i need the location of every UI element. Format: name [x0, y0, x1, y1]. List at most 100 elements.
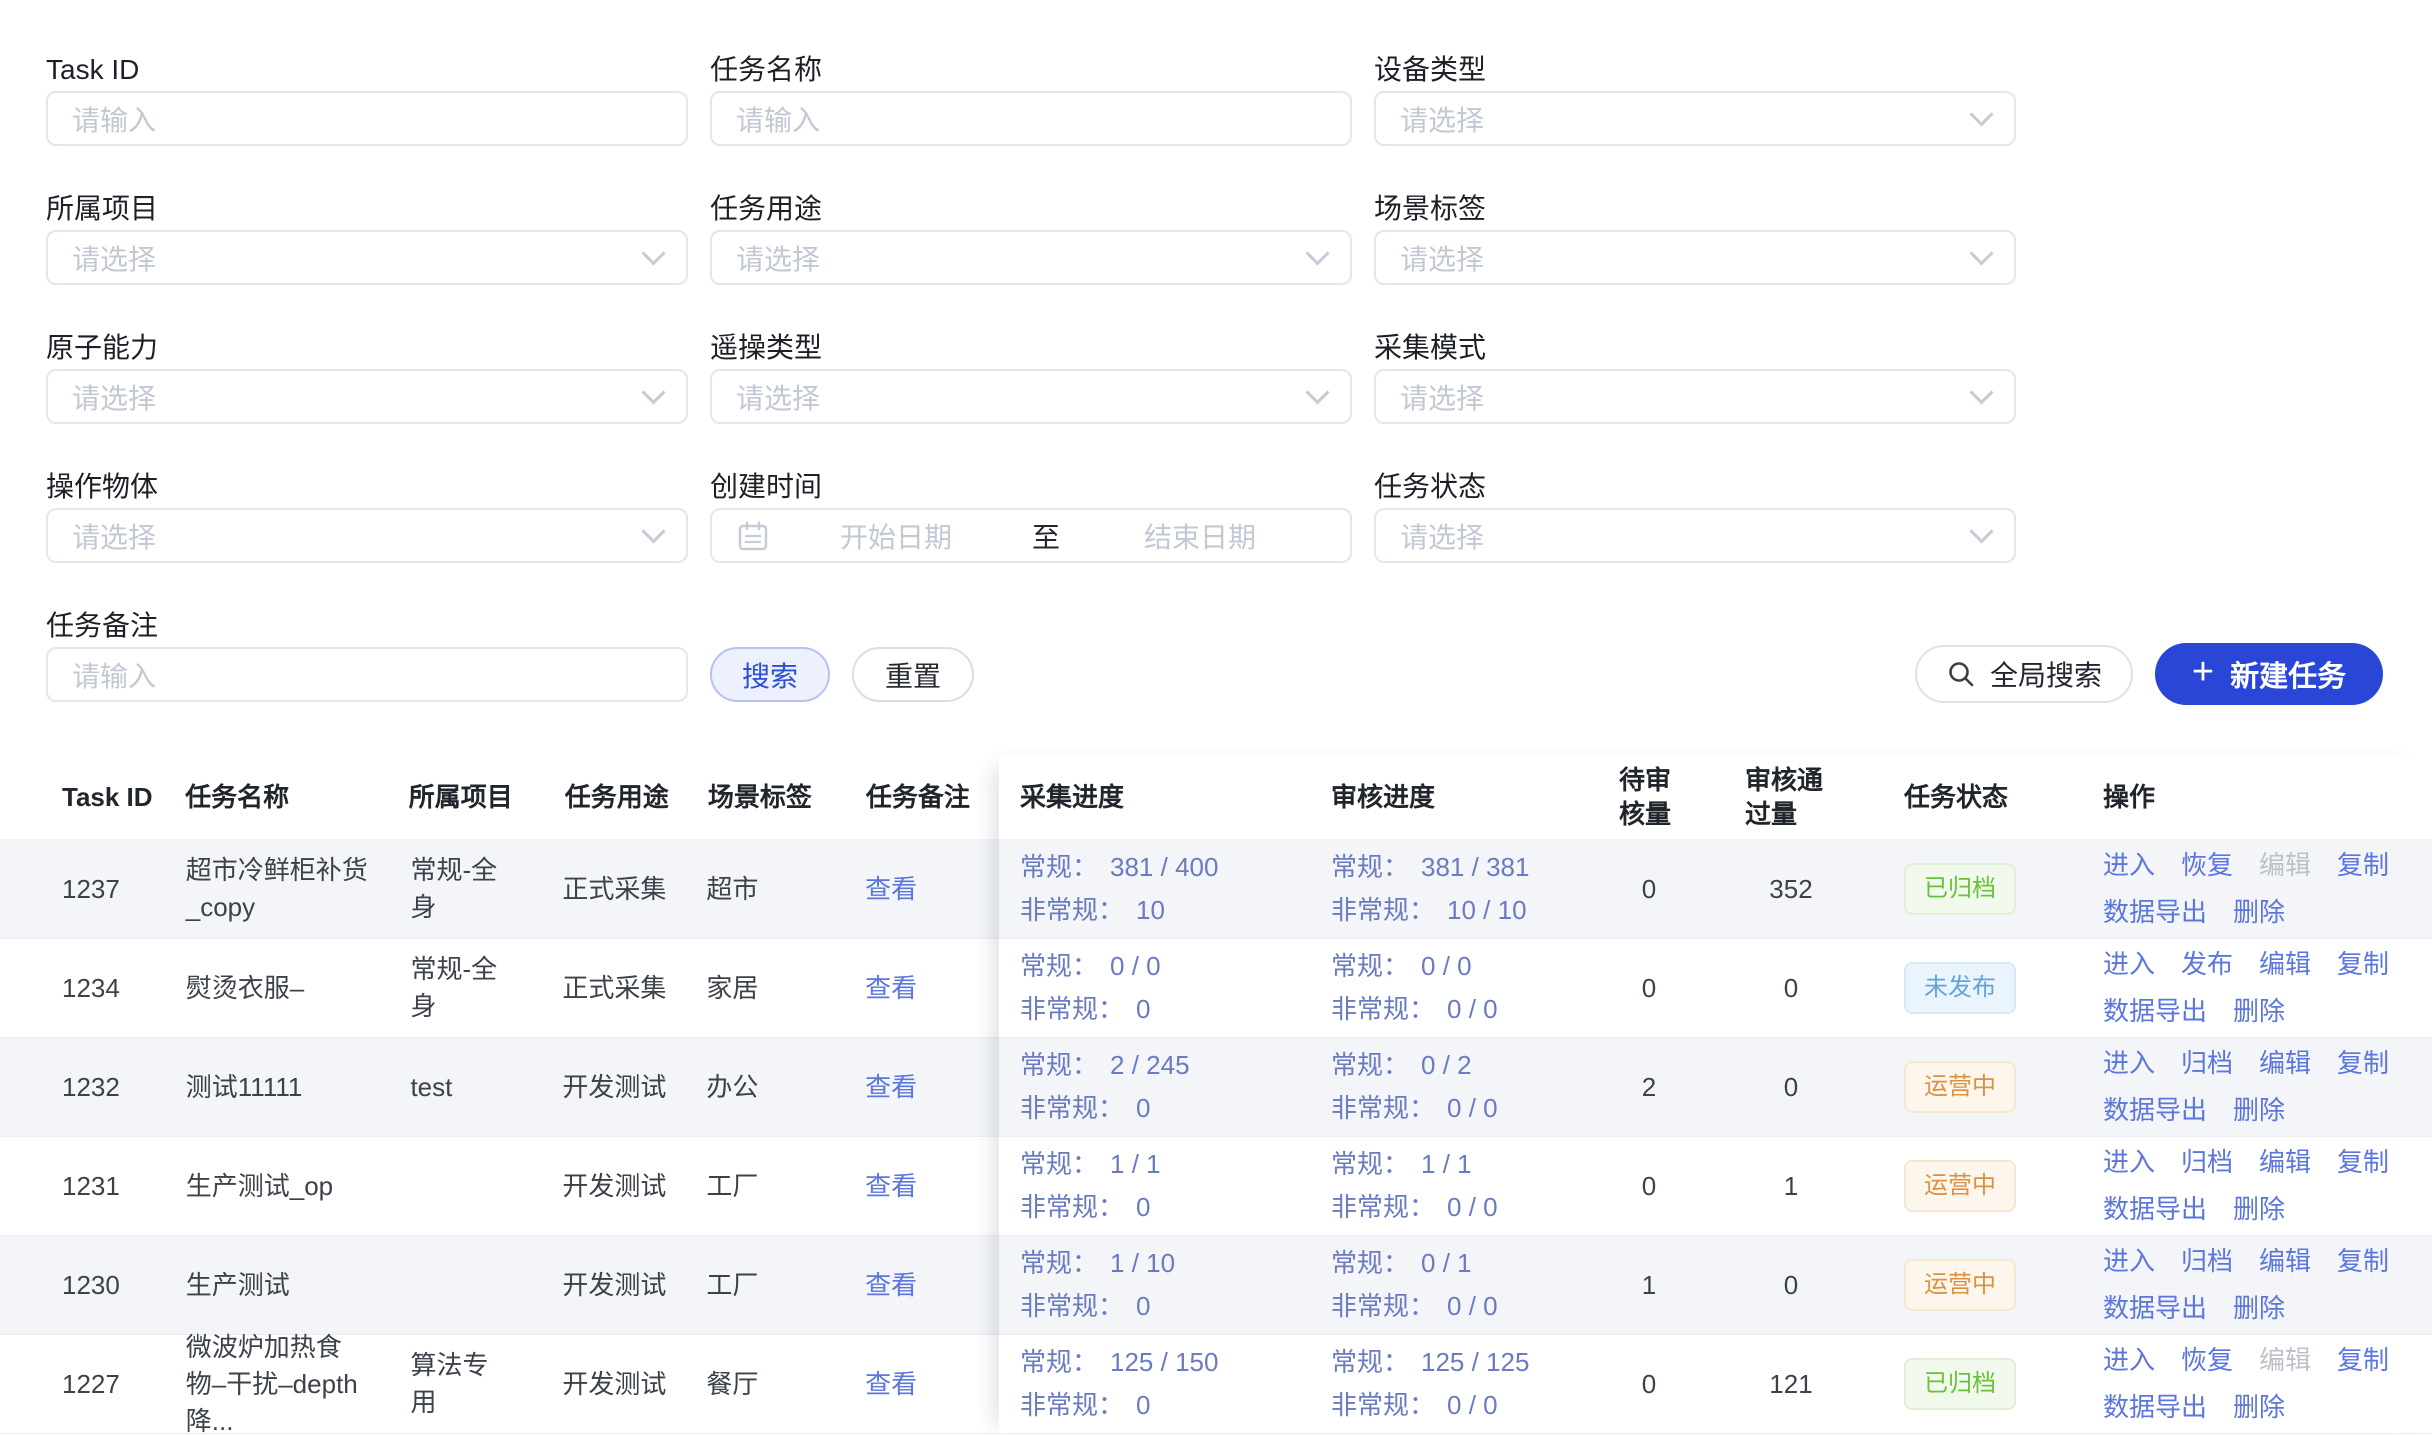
action-link[interactable]: 编辑: [2259, 1048, 2312, 1078]
action-link[interactable]: 删除: [2233, 1293, 2286, 1323]
cell-scene: 家居: [706, 972, 759, 1003]
action-link[interactable]: 删除: [2233, 1194, 2286, 1224]
action-link[interactable]: 删除: [2233, 1095, 2286, 1125]
progress-label: 非常规：: [1331, 1390, 1436, 1420]
action-link[interactable]: 数据导出: [2103, 996, 2208, 1026]
action-link[interactable]: 复制: [2337, 1246, 2390, 1276]
cell-status: 运营中: [1863, 1160, 2103, 1212]
cell-passed: 0: [1783, 1269, 1799, 1300]
global-search-button[interactable]: 全局搜索: [1915, 645, 2133, 703]
action-link[interactable]: 复制: [2337, 949, 2390, 979]
text-input[interactable]: 请输入: [46, 91, 688, 146]
select-placeholder: 请选择: [72, 243, 157, 275]
date-range-picker[interactable]: 开始日期 至 结束日期: [710, 508, 1352, 563]
select-input[interactable]: 请选择: [710, 369, 1352, 424]
remark-view-link[interactable]: 查看: [865, 1170, 918, 1201]
filter-field: 所属项目 请选择: [46, 192, 688, 285]
action-link[interactable]: 发布: [2181, 949, 2234, 979]
action-link[interactable]: 数据导出: [2103, 1194, 2208, 1224]
table-row-right: 常规： 381 / 400 非常规： 10 常规： 381 / 381 非常规： 10 / 1…: [999, 840, 2432, 939]
select-input[interactable]: 请选择: [46, 508, 688, 563]
table-row-left: 1232 测试11111 test 开发测试 办公 查看: [0, 1038, 999, 1137]
progress-label: 非常规：: [1331, 1192, 1436, 1222]
action-link[interactable]: 编辑: [2259, 1147, 2312, 1177]
progress-line-normal: 常规： 1 / 1: [1331, 1143, 1579, 1186]
select-input[interactable]: 请选择: [1374, 369, 2016, 424]
column-header-actions: 操作: [2103, 780, 2432, 814]
progress-label: 常规：: [1331, 1149, 1410, 1179]
actions-wrap: 进入 恢复 编辑 复制 数据导出 删除: [2103, 847, 2432, 931]
filter-label: 任务备注: [46, 610, 159, 641]
select-input[interactable]: 请选择: [46, 230, 688, 285]
remark-view-link[interactable]: 查看: [865, 972, 918, 1003]
action-link[interactable]: 恢复: [2181, 850, 2234, 880]
cell-purpose: 开发测试: [562, 1170, 667, 1201]
column-header-purpose: 任务用途: [565, 780, 708, 814]
select-input[interactable]: 请选择: [710, 230, 1352, 285]
action-link[interactable]: 归档: [2181, 1048, 2234, 1078]
remark-view-link[interactable]: 查看: [865, 1368, 918, 1399]
cell-status: 运营中: [1863, 1061, 2103, 1113]
cell-remark: 查看: [851, 970, 999, 1007]
progress-label: 非常规：: [1331, 1291, 1436, 1321]
filter-label: 原子能力: [46, 332, 159, 363]
action-link[interactable]: 编辑: [2259, 949, 2312, 979]
action-link[interactable]: 进入: [2103, 949, 2156, 979]
progress-label: 非常规：: [1331, 895, 1436, 925]
progress-label: 常规：: [1331, 951, 1410, 981]
select-input[interactable]: 请选择: [46, 369, 688, 424]
action-link[interactable]: 数据导出: [2103, 1392, 2208, 1422]
search-button[interactable]: 搜索: [710, 647, 830, 702]
action-link[interactable]: 数据导出: [2103, 897, 2208, 927]
action-link[interactable]: 数据导出: [2103, 1293, 2208, 1323]
table-row-left: 1231 生产测试_op 开发测试 工厂 查看: [0, 1137, 999, 1236]
progress-value: 1 / 1: [1110, 1149, 1161, 1179]
action-link[interactable]: 复制: [2337, 1048, 2390, 1078]
remark-view-link[interactable]: 查看: [865, 1071, 918, 1102]
cell-review: 常规： 381 / 381 非常规： 10 / 10: [1315, 846, 1579, 932]
action-link[interactable]: 归档: [2181, 1147, 2234, 1177]
progress-line-abnormal: 非常规： 10: [1020, 889, 1315, 932]
action-link[interactable]: 进入: [2103, 1048, 2156, 1078]
cell-scene: 超市: [706, 873, 759, 904]
action-link[interactable]: 恢复: [2181, 1345, 2234, 1375]
select-placeholder: 请选择: [1400, 243, 1485, 275]
select-input[interactable]: 请选择: [1374, 91, 2016, 146]
action-link[interactable]: 复制: [2337, 850, 2390, 880]
select-placeholder: 请选择: [72, 521, 157, 553]
action-link[interactable]: 归档: [2181, 1246, 2234, 1276]
action-link[interactable]: 进入: [2103, 1147, 2156, 1177]
progress-line-abnormal: 非常规： 10 / 10: [1331, 889, 1579, 932]
cell-review: 常规： 1 / 1 非常规： 0 / 0: [1315, 1143, 1579, 1229]
action-link[interactable]: 复制: [2337, 1147, 2390, 1177]
action-link[interactable]: 数据导出: [2103, 1095, 2208, 1125]
cell-name: 超市冷鲜柜补货_copy: [185, 855, 368, 922]
cell-purpose: 开发测试: [562, 1071, 667, 1102]
select-input[interactable]: 请选择: [1374, 508, 2016, 563]
column-header-id: Task ID: [0, 780, 185, 814]
progress-value: 0 / 0: [1447, 994, 1498, 1024]
column-header-scene: 场景标签: [708, 780, 852, 814]
reset-button[interactable]: 重置: [852, 647, 974, 702]
cell-passed: 0: [1783, 972, 1799, 1003]
text-input[interactable]: 请输入: [46, 647, 688, 702]
action-link[interactable]: 进入: [2103, 850, 2156, 880]
remark-filter-slot: 任务备注 请输入: [46, 609, 688, 702]
text-input[interactable]: 请输入: [710, 91, 1352, 146]
action-link[interactable]: 进入: [2103, 1345, 2156, 1375]
action-link[interactable]: 复制: [2337, 1345, 2390, 1375]
column-header-label: 所属项目: [408, 782, 513, 812]
remark-view-link[interactable]: 查看: [865, 873, 918, 904]
select-placeholder: 请选择: [736, 382, 821, 414]
action-link[interactable]: 删除: [2233, 996, 2286, 1026]
filter-field: 任务状态 请选择: [1374, 470, 2016, 563]
action-link[interactable]: 进入: [2103, 1246, 2156, 1276]
create-task-button[interactable]: + 新建任务: [2155, 643, 2383, 705]
remark-view-link[interactable]: 查看: [865, 1269, 918, 1300]
select-input[interactable]: 请选择: [1374, 230, 2016, 285]
action-link[interactable]: 删除: [2233, 1392, 2286, 1422]
filter-label: 设备类型: [1374, 54, 1487, 85]
action-link[interactable]: 删除: [2233, 897, 2286, 927]
action-link[interactable]: 编辑: [2259, 1246, 2312, 1276]
column-header-label: 审核通过量: [1745, 765, 1824, 829]
